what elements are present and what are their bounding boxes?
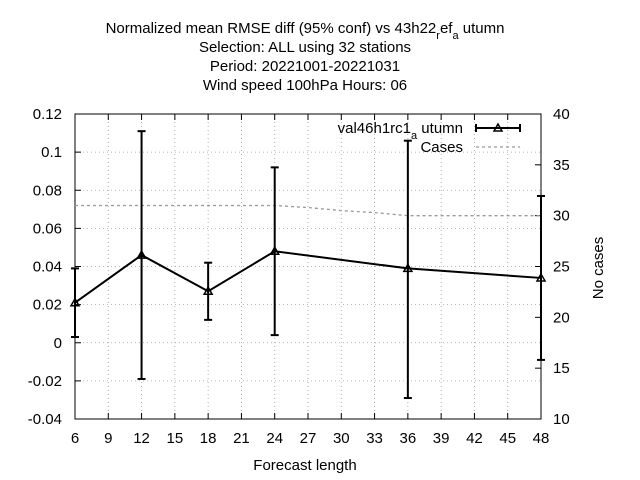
y2-tick-label: 10 [553, 411, 570, 428]
y-axis-ticks: -0.04 -0.02 0 0.02 0.04 0.06 0.08 0.1 0.12 [28, 106, 81, 428]
y2-tick-label: 20 [553, 309, 570, 326]
x-tick-label: 9 [104, 430, 112, 447]
data-point-marker [69, 297, 81, 307]
x-tick-label: 21 [233, 430, 250, 447]
x-tick-label: 36 [400, 430, 417, 447]
y-tick-label: 0 [54, 335, 62, 352]
grid [75, 114, 541, 419]
data-point-marker [535, 272, 547, 282]
title-line-2: Selection: ALL using 32 stations [199, 39, 411, 56]
y2-axis-label: No cases [590, 237, 607, 300]
x-tick-label: 48 [533, 430, 550, 447]
y-tick-label: 0.12 [33, 106, 62, 123]
y2-tick-label: 30 [553, 208, 570, 225]
y-tick-label: -0.02 [28, 373, 62, 390]
chart-title: Normalized mean RMSE diff (95% conf) vs … [106, 20, 505, 94]
x-tick-label: 15 [167, 430, 184, 447]
legend-label-cases: Cases [420, 139, 463, 156]
y-tick-label: 0.04 [33, 259, 62, 276]
legend: val46h1rc1a utumn Cases [338, 120, 521, 156]
data-point-marker [402, 262, 414, 273]
y-tick-label: -0.04 [28, 411, 62, 428]
x-tick-label: 45 [499, 430, 516, 447]
y-tick-label: 0.1 [41, 144, 62, 161]
x-tick-label: 33 [366, 430, 383, 447]
x-tick-label: 27 [300, 430, 317, 447]
y2-tick-label: 15 [553, 360, 570, 377]
legend-marker-triangle [492, 122, 504, 132]
x-axis-ticks: 6 9 12 15 18 21 24 27 30 33 36 39 42 45 48 [71, 114, 550, 447]
y2-tick-label: 35 [553, 157, 570, 174]
cases-line [75, 204, 541, 217]
title-line-4: Wind speed 100hPa Hours: 06 [203, 77, 407, 94]
y2-axis-ticks: 10 15 20 25 30 35 40 [535, 106, 570, 428]
x-tick-label: 42 [466, 430, 483, 447]
rmse-series [69, 130, 547, 400]
data-point-marker [136, 249, 147, 259]
data-point-marker [202, 285, 214, 296]
y-tick-label: 0.02 [33, 297, 62, 314]
x-tick-label: 6 [71, 430, 79, 447]
x-axis-label: Forecast length [253, 457, 356, 474]
title-line-1: Normalized mean RMSE diff (95% conf) vs … [106, 20, 505, 42]
x-tick-label: 18 [200, 430, 217, 447]
title-line-3: Period: 20221001-20221031 [210, 58, 400, 75]
rmse-line [74, 250, 542, 304]
x-tick-label: 24 [266, 430, 283, 447]
data-point-marker [269, 245, 281, 255]
y2-tick-label: 40 [553, 106, 570, 123]
y-tick-label: 0.08 [33, 182, 62, 199]
y-tick-label: 0.06 [33, 220, 62, 237]
x-tick-label: 30 [333, 430, 350, 447]
x-tick-label: 12 [133, 430, 150, 447]
cases-series [75, 204, 541, 217]
x-tick-label: 39 [433, 430, 450, 447]
y2-tick-label: 25 [553, 259, 570, 276]
legend-label-val46h1rc1: val46h1rc1a utumn [338, 120, 463, 142]
